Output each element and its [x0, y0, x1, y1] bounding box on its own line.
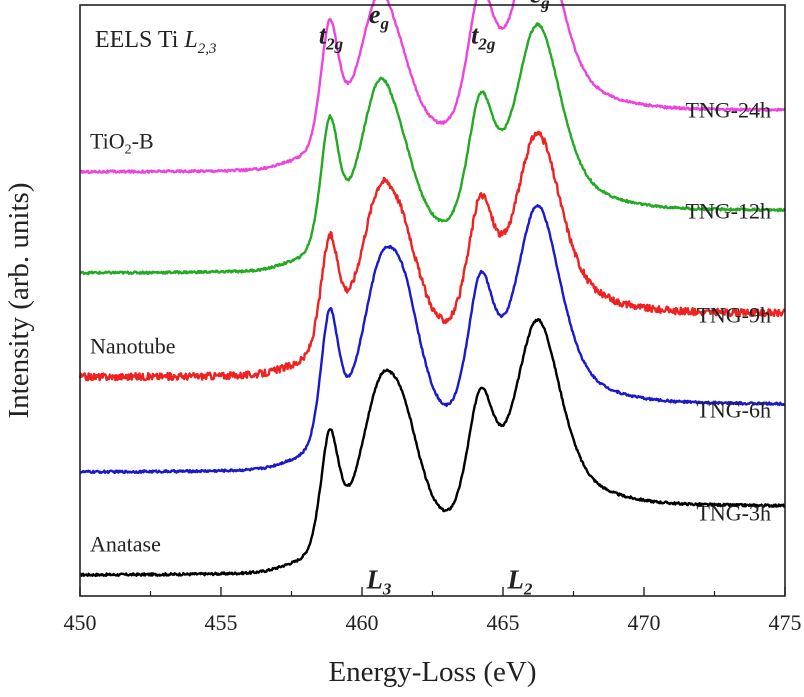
x-tick-label: 465 — [487, 610, 520, 635]
series-line-tng-6h — [79, 204, 786, 475]
y-axis-title: Intensity (arb. units) — [3, 183, 35, 419]
phase-label-anatase: Anatase — [90, 532, 161, 557]
peak-label-eg: eg — [369, 0, 390, 33]
series-label-tng-9h: TNG-9h — [696, 302, 771, 327]
x-tick-label: 450 — [64, 610, 97, 635]
x-tick-label: 470 — [628, 610, 661, 635]
phase-label-tio: TiO2-B — [90, 129, 154, 158]
series-label-tng-6h: TNG-6h — [696, 398, 771, 423]
peak-label-t2g: t2g — [471, 21, 496, 54]
plot-frame — [79, 4, 786, 597]
series-line-tng-24h — [79, 0, 786, 175]
x-tick-label: 455 — [205, 610, 238, 635]
series-label-tng-24h: TNG-24h — [685, 97, 771, 122]
spectra-group — [78, 0, 787, 578]
series-label-tng-12h: TNG-12h — [685, 198, 771, 223]
chart-title: EELS Ti L2,3 — [95, 27, 217, 57]
phase-label-nanotube: Nanotube — [90, 334, 176, 359]
peak-label-t2g: t2g — [319, 21, 344, 54]
x-tick-label: 460 — [346, 610, 379, 635]
series-label-tng-3h: TNG-3h — [696, 500, 771, 525]
series-line-tng-3h — [79, 318, 786, 578]
x-tick-label: 475 — [769, 610, 802, 635]
series-line-tng-12h — [79, 22, 787, 276]
series-line-tng-9h — [78, 130, 787, 382]
peak-label-eg: eg — [530, 0, 551, 12]
edge-label-L2: L2 — [506, 564, 533, 598]
edge-label-L3: L3 — [365, 564, 392, 598]
annotation-group: EELS Ti L2,3 t2g eg t2g eg L3 L2 TNG-3h TNG-6h TN… — [90, 0, 771, 598]
x-axis-ticks: 450 455 460 465 470 475 — [64, 587, 802, 635]
x-axis-title: Energy-Loss (eV) — [328, 656, 536, 688]
